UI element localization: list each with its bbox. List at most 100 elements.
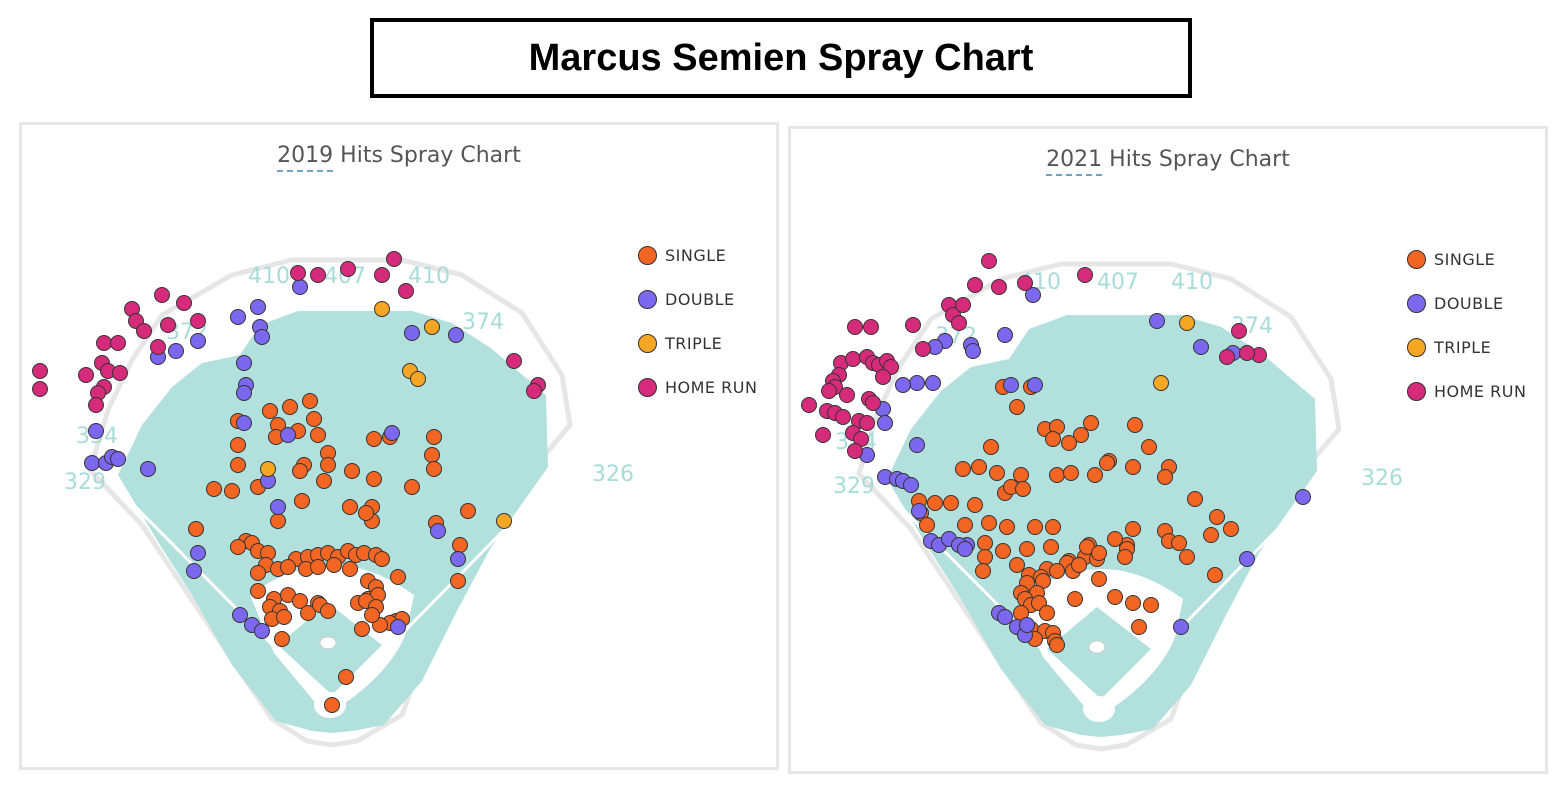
hit-point-double[interactable] <box>903 477 919 493</box>
hit-point-single[interactable] <box>292 463 308 479</box>
hit-point-single[interactable] <box>342 499 358 515</box>
hit-point-double[interactable] <box>236 385 252 401</box>
hit-point-home_run[interactable] <box>1239 345 1255 361</box>
hit-point-single[interactable] <box>1107 589 1123 605</box>
hit-point-single[interactable] <box>1045 519 1061 535</box>
hit-point-home_run[interactable] <box>386 251 402 267</box>
hit-point-home_run[interactable] <box>863 319 879 335</box>
hit-point-double[interactable] <box>404 325 420 341</box>
hit-point-single[interactable] <box>450 573 466 589</box>
chart-title-year[interactable]: 2021 <box>1046 147 1103 176</box>
hit-point-single[interactable] <box>316 473 332 489</box>
hit-point-single[interactable] <box>1141 439 1157 455</box>
hit-point-double[interactable] <box>1295 489 1311 505</box>
hit-point-home_run[interactable] <box>150 339 166 355</box>
hit-point-single[interactable] <box>374 551 390 567</box>
hit-point-single[interactable] <box>452 537 468 553</box>
hit-point-home_run[interactable] <box>847 319 863 335</box>
hit-point-single[interactable] <box>1063 465 1079 481</box>
hit-point-double[interactable] <box>84 455 100 471</box>
hit-point-double[interactable] <box>1027 377 1043 393</box>
hit-point-single[interactable] <box>1015 481 1031 497</box>
hit-point-double[interactable] <box>1149 313 1165 329</box>
legend-item-home_run[interactable]: HOME RUN <box>1407 369 1526 413</box>
hit-point-single[interactable] <box>282 399 298 415</box>
hit-point-double[interactable] <box>911 503 927 519</box>
hit-point-triple[interactable] <box>1153 375 1169 391</box>
hit-point-single[interactable] <box>1087 467 1103 483</box>
hit-point-single[interactable] <box>324 697 340 713</box>
hit-point-single[interactable] <box>1143 597 1159 613</box>
hit-point-single[interactable] <box>1107 531 1123 547</box>
hit-point-single[interactable] <box>364 607 380 623</box>
hit-point-single[interactable] <box>262 403 278 419</box>
hit-point-home_run[interactable] <box>96 335 112 351</box>
hit-point-single[interactable] <box>292 593 308 609</box>
hit-point-single[interactable] <box>1045 431 1061 447</box>
hit-point-triple[interactable] <box>1179 315 1195 331</box>
hit-point-home_run[interactable] <box>1219 349 1235 365</box>
hit-point-home_run[interactable] <box>290 265 306 281</box>
hit-point-single[interactable] <box>1091 571 1107 587</box>
hit-point-single[interactable] <box>1203 527 1219 543</box>
hit-point-home_run[interactable] <box>374 267 390 283</box>
hit-point-home_run[interactable] <box>905 317 921 333</box>
hit-point-home_run[interactable] <box>88 397 104 413</box>
hit-point-single[interactable] <box>1131 619 1147 635</box>
hit-point-single[interactable] <box>404 479 420 495</box>
hit-point-double[interactable] <box>88 423 104 439</box>
hit-point-double[interactable] <box>236 415 252 431</box>
hit-point-double[interactable] <box>250 299 266 315</box>
hit-point-home_run[interactable] <box>160 317 176 333</box>
hit-point-home_run[interactable] <box>847 443 863 459</box>
hit-point-single[interactable] <box>943 495 959 511</box>
hit-point-single[interactable] <box>366 471 382 487</box>
hit-point-single[interactable] <box>1179 549 1195 565</box>
hit-point-single[interactable] <box>1019 541 1035 557</box>
hit-point-single[interactable] <box>1013 467 1029 483</box>
hit-point-single[interactable] <box>999 519 1015 535</box>
legend-item-triple[interactable]: TRIPLE <box>1407 325 1526 369</box>
hit-point-double[interactable] <box>895 377 911 393</box>
hit-point-single[interactable] <box>1125 521 1141 537</box>
hit-point-triple[interactable] <box>424 319 440 335</box>
legend-item-triple[interactable]: TRIPLE <box>638 321 757 365</box>
hit-point-single[interactable] <box>306 411 322 427</box>
hit-point-triple[interactable] <box>260 461 276 477</box>
hit-point-home_run[interactable] <box>875 369 891 385</box>
hit-point-single[interactable] <box>1061 435 1077 451</box>
hit-point-single[interactable] <box>981 515 997 531</box>
hit-point-single[interactable] <box>310 427 326 443</box>
hit-point-single[interactable] <box>344 463 360 479</box>
hit-point-double[interactable] <box>450 551 466 567</box>
hit-point-double[interactable] <box>384 425 400 441</box>
hit-point-single[interactable] <box>230 539 246 555</box>
hit-point-single[interactable] <box>1117 549 1133 565</box>
hit-point-home_run[interactable] <box>835 409 851 425</box>
hit-point-double[interactable] <box>965 343 981 359</box>
hit-point-single[interactable] <box>230 457 246 473</box>
hit-point-double[interactable] <box>168 343 184 359</box>
legend-item-single[interactable]: SINGLE <box>638 233 757 277</box>
legend-item-single[interactable]: SINGLE <box>1407 237 1526 281</box>
hit-point-single[interactable] <box>1157 469 1173 485</box>
hit-point-single[interactable] <box>300 605 316 621</box>
hit-point-double[interactable] <box>232 607 248 623</box>
hit-point-home_run[interactable] <box>340 261 356 277</box>
hit-point-double[interactable] <box>1025 287 1041 303</box>
hit-point-home_run[interactable] <box>859 415 875 431</box>
hit-point-triple[interactable] <box>496 513 512 529</box>
hit-point-double[interactable] <box>997 609 1013 625</box>
hit-point-single[interactable] <box>274 631 290 647</box>
hit-point-single[interactable] <box>426 461 442 477</box>
hit-point-home_run[interactable] <box>821 383 837 399</box>
hit-point-home_run[interactable] <box>1231 323 1247 339</box>
hit-point-home_run[interactable] <box>801 397 817 413</box>
hit-point-single[interactable] <box>302 393 318 409</box>
hit-point-double[interactable] <box>957 541 973 557</box>
hit-point-double[interactable] <box>186 563 202 579</box>
hit-point-single[interactable] <box>1049 563 1065 579</box>
hit-point-single[interactable] <box>967 497 983 513</box>
hit-point-double[interactable] <box>390 619 406 635</box>
hit-point-single[interactable] <box>1209 509 1225 525</box>
